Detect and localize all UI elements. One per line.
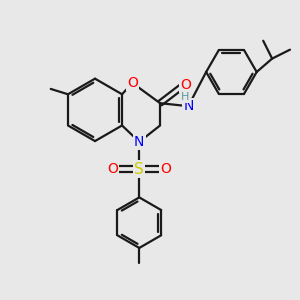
Text: H: H (181, 92, 190, 102)
Text: O: O (127, 76, 138, 90)
Text: S: S (134, 162, 144, 177)
Text: O: O (160, 162, 172, 176)
Text: N: N (134, 135, 145, 149)
Text: N: N (183, 99, 194, 113)
Text: O: O (107, 162, 118, 176)
Text: O: O (180, 78, 191, 92)
